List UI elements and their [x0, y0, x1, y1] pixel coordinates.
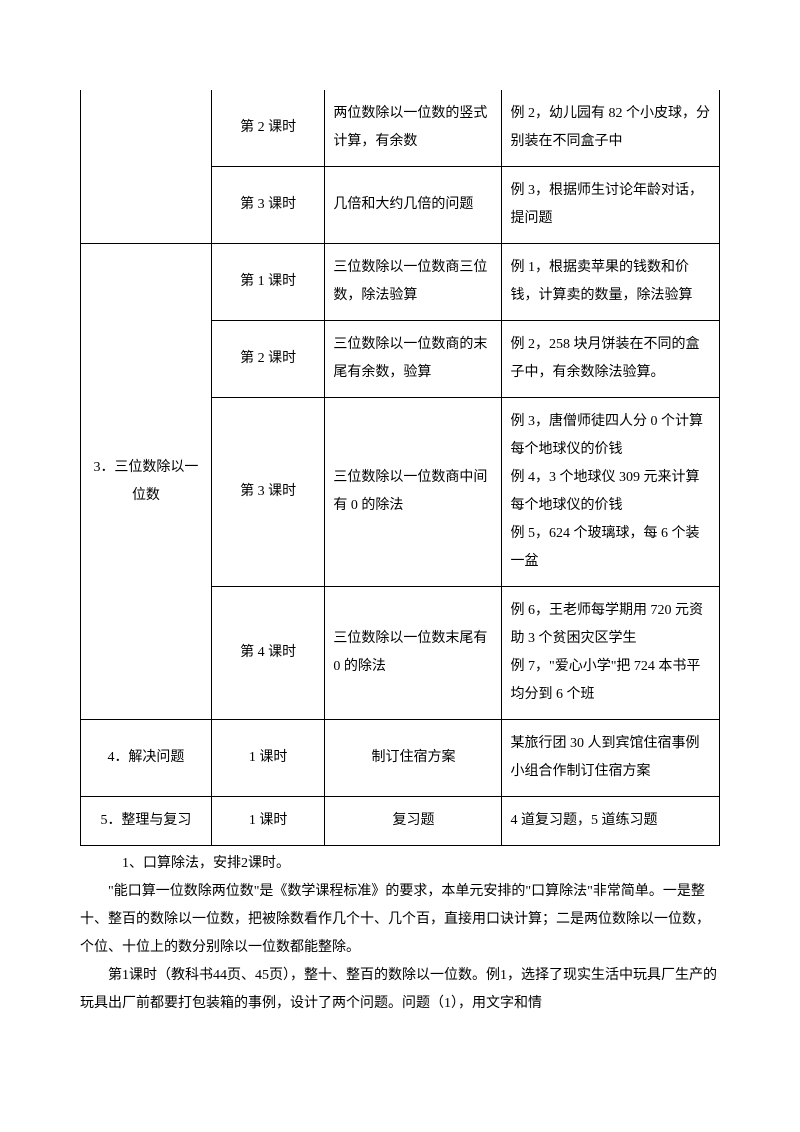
- section-cell: 3．三位数除以一位数: [81, 244, 212, 720]
- section-cell: 4．解决问题: [81, 720, 212, 797]
- example-cell: 某旅行团 30 人到宾馆住宿事例小组合作制订住宿方案: [502, 720, 720, 797]
- topic-cell: 三位数除以一位数商三位数，除法验算: [325, 244, 502, 321]
- topic-cell: 几倍和大约几倍的问题: [325, 167, 502, 244]
- lesson-cell: 第 3 课时: [211, 167, 325, 244]
- section-cell: 5．整理与复习: [81, 797, 212, 846]
- example-cell: 4 道复习题，5 道练习题: [502, 797, 720, 846]
- section-cell: [81, 90, 212, 244]
- paragraph: 第1课时（教科书44页、45页），整十、整百的数除以一位数。例1，选择了现实生活…: [80, 962, 720, 1018]
- table-row: 5．整理与复习1 课时复习题4 道复习题，5 道练习题: [81, 797, 720, 846]
- curriculum-table: 第 2 课时两位数除以一位数的竖式计算，有余数例 2，幼儿园有 82 个小皮球，…: [80, 90, 720, 846]
- example-cell: 例 2，幼儿园有 82 个小皮球，分别装在不同盒子中: [502, 90, 720, 167]
- body-text: 1、口算除法，安排2课时。"能口算一位数除两位数"是《数学课程标准》的要求，本单…: [80, 850, 720, 1018]
- example-cell: 例 1，根据卖苹果的钱数和价钱，计算卖的数量，除法验算: [502, 244, 720, 321]
- lesson-cell: 第 2 课时: [211, 321, 325, 398]
- topic-cell: 三位数除以一位数商的末尾有余数，验算: [325, 321, 502, 398]
- paragraph: 1、口算除法，安排2课时。: [80, 850, 720, 878]
- topic-cell: 制订住宿方案: [325, 720, 502, 797]
- lesson-cell: 1 课时: [211, 797, 325, 846]
- example-cell: 例 6，王老师每学期用 720 元资助 3 个贫困灾区学生例 7，"爱心小学"把…: [502, 587, 720, 720]
- lesson-cell: 第 1 课时: [211, 244, 325, 321]
- lesson-cell: 1 课时: [211, 720, 325, 797]
- example-cell: 例 3，唐僧师徒四人分 0 个计算每个地球仪的价钱例 4，3 个地球仪 309 …: [502, 398, 720, 587]
- table-row: 4．解决问题1 课时制订住宿方案某旅行团 30 人到宾馆住宿事例小组合作制订住宿…: [81, 720, 720, 797]
- topic-cell: 三位数除以一位数末尾有 0 的除法: [325, 587, 502, 720]
- table-row: 第 2 课时两位数除以一位数的竖式计算，有余数例 2，幼儿园有 82 个小皮球，…: [81, 90, 720, 167]
- lesson-cell: 第 2 课时: [211, 90, 325, 167]
- example-cell: 例 2，258 块月饼装在不同的盒子中，有余数除法验算。: [502, 321, 720, 398]
- topic-cell: 复习题: [325, 797, 502, 846]
- lesson-cell: 第 3 课时: [211, 398, 325, 587]
- table-row: 3．三位数除以一位数第 1 课时三位数除以一位数商三位数，除法验算例 1，根据卖…: [81, 244, 720, 321]
- example-cell: 例 3，根据师生讨论年龄对话，提问题: [502, 167, 720, 244]
- topic-cell: 两位数除以一位数的竖式计算，有余数: [325, 90, 502, 167]
- topic-cell: 三位数除以一位数商中间有 0 的除法: [325, 398, 502, 587]
- paragraph: "能口算一位数除两位数"是《数学课程标准》的要求，本单元安排的"口算除法"非常简…: [80, 878, 720, 962]
- lesson-cell: 第 4 课时: [211, 587, 325, 720]
